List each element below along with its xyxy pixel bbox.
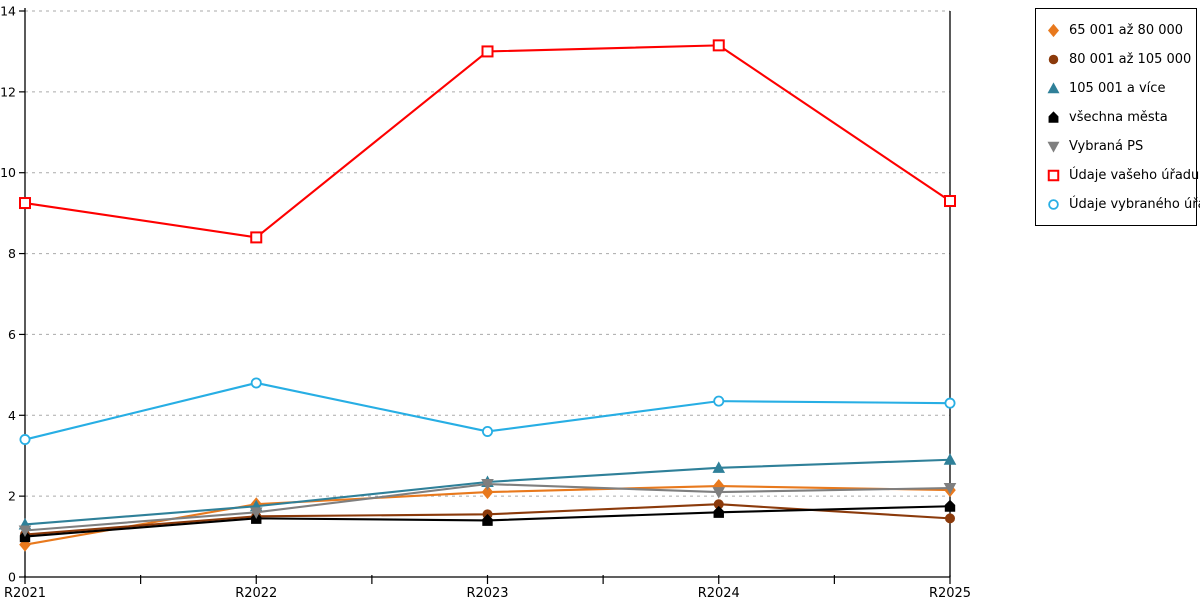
- diamond-marker: [481, 485, 494, 500]
- x-tick-label: R2024: [698, 586, 740, 600]
- circle-marker: [944, 397, 956, 409]
- legend-label: 65 001 až 80 000: [1069, 23, 1184, 38]
- diamond-marker: [1047, 23, 1060, 38]
- circle-marker: [250, 377, 262, 389]
- circle-marker: [482, 425, 493, 437]
- legend-label: Údaje vybraného úřadu: [1069, 197, 1200, 212]
- legend-item: všechna města: [1036, 103, 1196, 132]
- legend-label: 80 001 až 105 000: [1069, 52, 1192, 67]
- house-marker: [1048, 111, 1059, 123]
- circle-marker-icon: [1048, 54, 1059, 65]
- legend-item: Vybraná PS: [1036, 132, 1196, 161]
- legend-label: všechna města: [1069, 110, 1168, 125]
- triangle-up-marker-icon: [1047, 82, 1060, 94]
- square-marker: [712, 39, 725, 52]
- triangle-down-marker-icon: [1047, 141, 1060, 153]
- circle-marker: [945, 513, 955, 524]
- y-tick-label: 12: [0, 84, 16, 99]
- circle-marker: [1048, 54, 1059, 65]
- square-marker-icon: [1047, 169, 1060, 182]
- square-marker: [1047, 169, 1060, 182]
- triangle-up-marker: [943, 453, 957, 465]
- legend-label: 105 001 a více: [1069, 81, 1166, 96]
- house-marker-icon: [1048, 111, 1059, 123]
- house-marker: [944, 499, 956, 512]
- legend-item: 65 001 až 80 000: [1036, 16, 1196, 45]
- triangle-down-marker: [1047, 141, 1060, 153]
- y-tick-label: 8: [8, 246, 16, 261]
- triangle-up-marker: [712, 461, 726, 473]
- x-tick-label: R2025: [929, 586, 971, 600]
- legend-label: Údaje vašeho úřadu: [1069, 168, 1200, 183]
- legend-item: 105 001 a více: [1036, 74, 1196, 103]
- series-line: [24, 44, 951, 239]
- circle-marker: [19, 434, 31, 446]
- legend-item: 80 001 až 105 000: [1036, 45, 1196, 74]
- triangle-down-marker: [712, 487, 726, 499]
- triangle-down-marker: [943, 483, 957, 495]
- triangle-down-marker: [481, 479, 494, 491]
- y-tick-label: 2: [8, 489, 16, 504]
- square-marker: [481, 45, 494, 58]
- x-tick-label: R2021: [4, 586, 46, 600]
- triangle-up-marker: [1047, 82, 1060, 94]
- triangle-down-marker: [18, 525, 32, 538]
- legend-item: Údaje vybraného úřadu: [1036, 190, 1200, 219]
- circle-marker: [1048, 199, 1059, 210]
- circle-marker: [713, 395, 725, 407]
- y-tick-label: 4: [8, 408, 16, 423]
- line-chart-plot-area: 0 2 4 6 8 10 12 14 R2021 R2022 R2023 R2024 R2025: [0, 4, 971, 600]
- triangle-down-marker: [249, 507, 263, 519]
- x-tick-label: R2022: [235, 586, 277, 600]
- y-tick-label: 14: [0, 4, 16, 19]
- legend-item: Údaje vašeho úřadu: [1036, 161, 1200, 190]
- circle-marker-icon: [1048, 199, 1059, 210]
- x-tick-label: R2023: [466, 586, 508, 600]
- circle-marker: [713, 499, 724, 510]
- house-marker: [713, 505, 724, 518]
- square-marker: [19, 197, 31, 210]
- square-marker: [944, 195, 956, 208]
- house-marker: [482, 513, 493, 526]
- diamond-marker-icon: [1047, 23, 1060, 38]
- square-marker: [250, 231, 263, 244]
- chart-legend: 65 001 až 80 000 80 001 až 105 000 105 001…: [1035, 8, 1200, 226]
- y-tick-label: 10: [0, 165, 16, 180]
- y-tick-label: 0: [8, 570, 16, 585]
- y-tick-label: 6: [8, 327, 16, 342]
- legend-label: Vybraná PS: [1069, 139, 1144, 154]
